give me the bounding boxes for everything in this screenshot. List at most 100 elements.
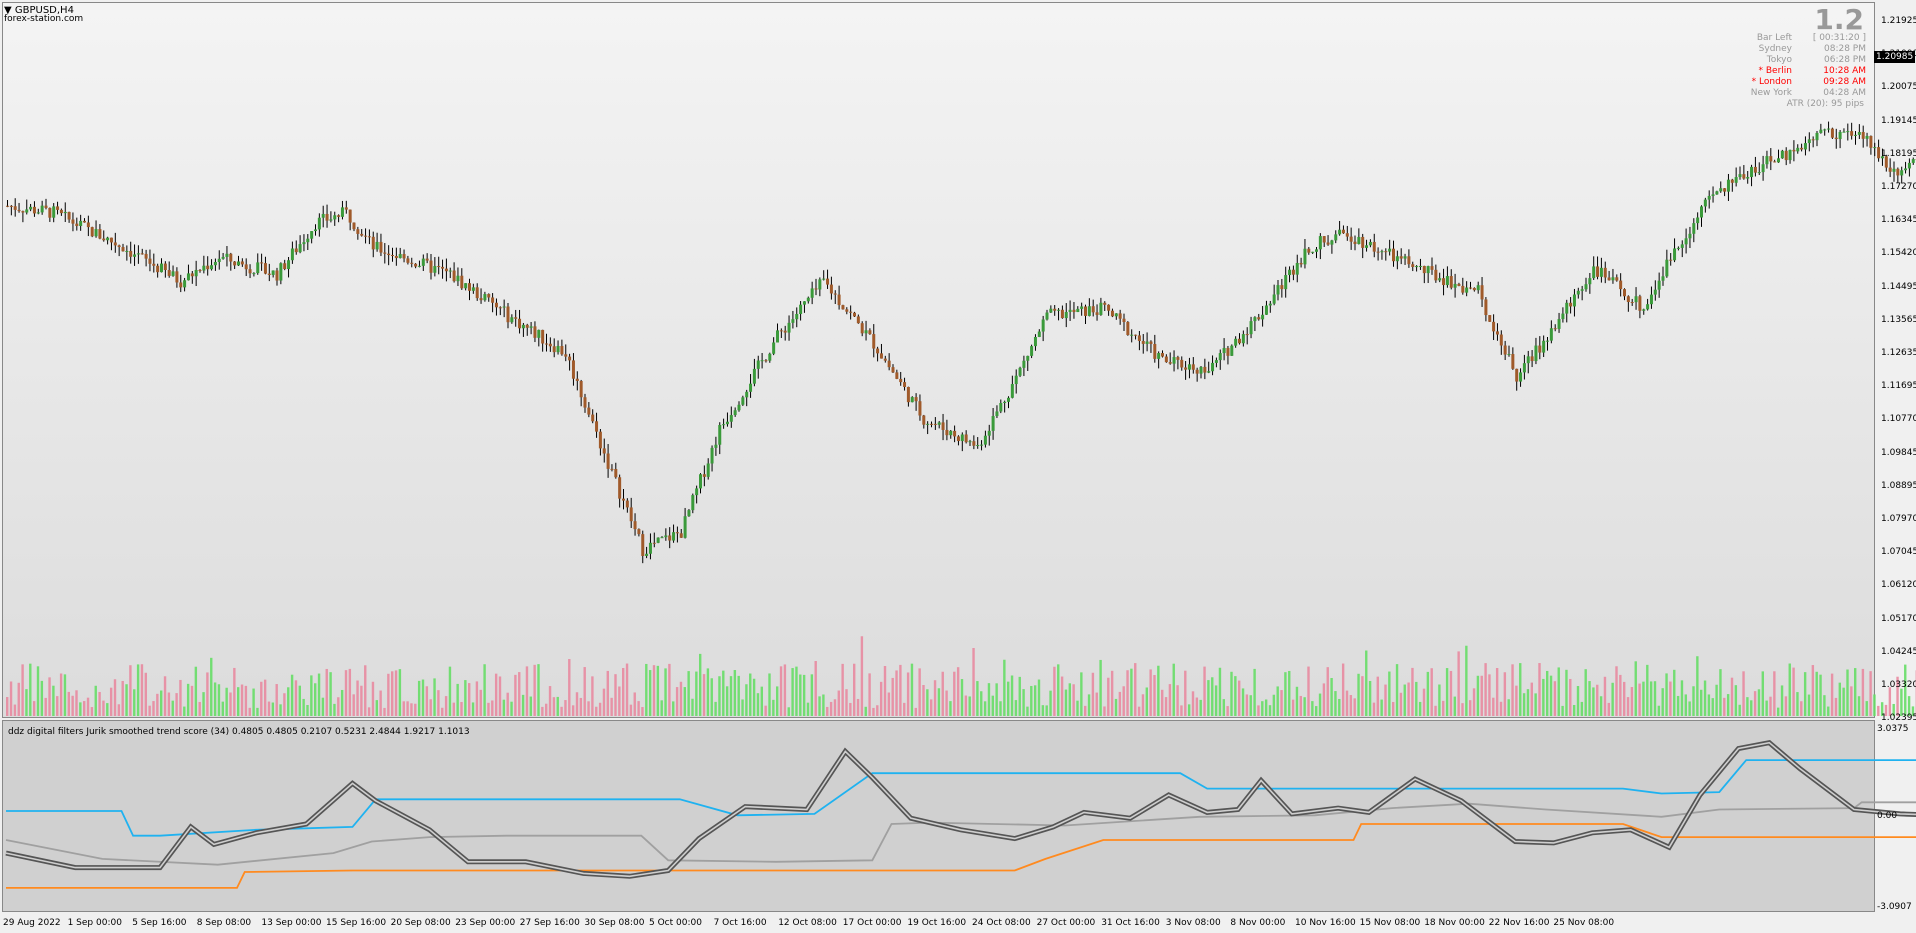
volume-bar: [976, 681, 979, 716]
volume-bar: [1084, 705, 1087, 716]
candle-body: [1877, 147, 1881, 159]
volume-bar: [618, 686, 621, 716]
volume-bar: [1110, 670, 1114, 716]
candle-body: [656, 537, 660, 543]
price-tick-label: 1.15420: [1881, 248, 1916, 259]
candle-body: [779, 330, 783, 332]
volume-bar: [887, 692, 891, 716]
candle-body: [1653, 289, 1657, 295]
candle-body: [1669, 259, 1673, 261]
volume-bar: [1164, 697, 1168, 716]
candle-body: [741, 397, 745, 405]
volume-bar: [749, 673, 752, 716]
candle-body: [179, 282, 183, 288]
indicator-tick-label: 0.00: [1877, 811, 1898, 821]
candle-body: [279, 263, 283, 281]
volume-bar: [571, 705, 575, 716]
candle-body: [79, 220, 83, 227]
candle-body: [999, 403, 1003, 412]
candle-body: [1141, 341, 1145, 344]
candle-body: [606, 453, 610, 469]
candle-body: [1588, 278, 1592, 285]
volume-bar: [129, 665, 132, 716]
candle-body: [1676, 247, 1680, 249]
candle-body: [1803, 143, 1807, 150]
volume-bar: [1172, 663, 1175, 716]
candle-body: [983, 435, 987, 445]
candle-body: [325, 213, 329, 221]
candle-body: [868, 330, 872, 335]
candle-body: [1900, 170, 1904, 176]
volume-bar: [1611, 682, 1614, 716]
volume-bar: [1418, 701, 1422, 716]
candle-body: [271, 270, 275, 275]
candle-body: [760, 360, 764, 362]
candle-body: [1060, 309, 1064, 319]
candle-body: [1730, 179, 1734, 183]
candle-body: [1161, 353, 1164, 357]
volume-bar: [1461, 703, 1464, 716]
candle-body: [1873, 147, 1877, 149]
volume-bar: [36, 666, 40, 716]
volume-bar: [425, 686, 429, 716]
candle-body: [237, 261, 240, 266]
candle-body: [1811, 139, 1815, 141]
time-tick-label: 1 Sep 00:00: [67, 918, 122, 928]
volume-bar: [964, 695, 968, 716]
volume-bar: [1515, 685, 1518, 716]
volume-bar: [1080, 672, 1083, 716]
volume-bar: [1534, 693, 1537, 716]
candle-body: [1488, 315, 1492, 322]
volume-bar: [86, 697, 90, 716]
candle-body: [1107, 304, 1111, 311]
volume-bar: [75, 690, 78, 716]
volume-bar: [475, 681, 479, 716]
symbol-label[interactable]: ▼ GBPUSD,H4: [4, 5, 74, 16]
volume-bar: [895, 670, 898, 716]
candle-body: [718, 425, 722, 445]
candle-body: [1234, 338, 1238, 346]
candle-body: [591, 414, 595, 422]
candle-body: [648, 542, 652, 554]
candle-body: [1157, 353, 1161, 359]
candle-body: [1907, 162, 1911, 169]
volume-bar: [864, 706, 867, 716]
candle-body: [1226, 347, 1230, 356]
price-chart-pane[interactable]: [2, 2, 1875, 718]
candle-body: [1765, 156, 1769, 165]
candle-body: [1238, 338, 1241, 344]
candle-body: [1657, 280, 1661, 290]
volume-bar: [1430, 668, 1433, 716]
candle-body: [471, 287, 475, 291]
volume-bar: [956, 667, 960, 716]
candle-body: [1445, 276, 1449, 286]
candle-body: [579, 380, 583, 398]
time-axis[interactable]: [0, 912, 1916, 933]
volume-bar: [752, 678, 756, 716]
candle-body: [752, 368, 756, 384]
price-tick-label: 1.02395: [1881, 713, 1916, 724]
volume-bar: [410, 703, 413, 716]
volume-bar: [1226, 706, 1229, 716]
candle-body: [1018, 367, 1022, 376]
volume-bar: [198, 701, 201, 716]
candle-body: [306, 238, 310, 243]
volume-bar: [860, 636, 864, 716]
volume-bar: [633, 692, 636, 716]
candle-body: [864, 330, 868, 334]
volume-bar: [1330, 677, 1333, 716]
volume-bar: [791, 668, 794, 716]
candle-body: [1245, 334, 1249, 336]
volume-bar: [1792, 667, 1795, 716]
volume-bar: [1738, 704, 1741, 716]
volume-bar: [656, 665, 660, 716]
candle-body: [772, 342, 776, 354]
volume-bar: [1010, 675, 1014, 716]
indicator-line-gray: [5, 801, 1916, 866]
volume-bar: [1299, 695, 1302, 716]
candle-body: [510, 317, 514, 323]
candle-body: [360, 233, 364, 236]
candle-body: [1407, 256, 1411, 265]
volume-bar: [283, 693, 286, 716]
